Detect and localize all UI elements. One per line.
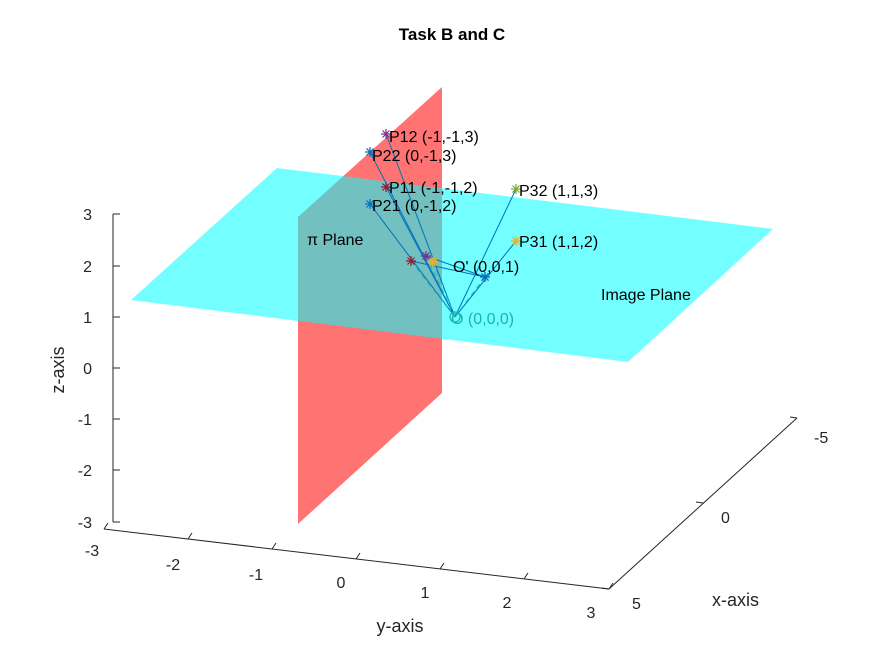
point-label-p21: P21 (0,-1,2) xyxy=(372,198,456,215)
tick-marks xyxy=(103,213,798,590)
y-tick-mark xyxy=(271,542,277,550)
z-tick-label: -2 xyxy=(78,463,92,480)
y-tick-mark xyxy=(355,552,361,560)
point-label-p22: P22 (0,-1,3) xyxy=(372,148,456,165)
x-tick-mark xyxy=(601,587,610,590)
x-tick-mark xyxy=(789,416,798,419)
point-label-p12: P12 (-1,-1,3) xyxy=(389,129,479,146)
y-tick-label: 3 xyxy=(587,605,596,622)
projection-marker xyxy=(428,257,438,267)
point-marker xyxy=(365,147,375,157)
ray-p11 xyxy=(385,186,456,318)
y-tick-label: -2 xyxy=(166,557,180,574)
dashed-ray xyxy=(432,261,456,318)
point-marker xyxy=(511,236,521,246)
chart-title: Task B and C xyxy=(399,25,505,44)
z-tick-label: 2 xyxy=(83,259,92,276)
x-axis-line xyxy=(608,417,798,590)
x-tick-label: 0 xyxy=(721,510,730,527)
point-label-p31: P31 (1,1,2) xyxy=(519,234,598,251)
z-tick-label: -3 xyxy=(78,515,92,532)
projection-dashed xyxy=(410,255,486,318)
point-markers xyxy=(365,129,521,282)
z-tick-label: 3 xyxy=(83,207,92,224)
point-label-p11: P11 (-1,-1,2) xyxy=(389,180,478,197)
image-plane-label: Image Plane xyxy=(601,287,691,304)
z-tick-label: 0 xyxy=(83,361,92,378)
projection-marker xyxy=(406,256,416,266)
y-axis-label: y-axis xyxy=(376,616,423,636)
x-tick-mark xyxy=(695,501,704,504)
y-tick-mark xyxy=(187,532,193,540)
image-center-label: O' (0,0,1) xyxy=(453,259,519,276)
y-tick-mark xyxy=(523,572,529,580)
point-label-p32: P32 (1,1,3) xyxy=(519,183,598,200)
point-marker xyxy=(381,129,391,139)
y-tick-label: 2 xyxy=(503,595,512,612)
ray-image-link xyxy=(410,260,486,278)
point-marker xyxy=(511,184,521,194)
x-tick-label: -5 xyxy=(814,430,828,447)
y-tick-mark xyxy=(103,522,109,530)
x-axis-label: x-axis xyxy=(712,590,759,610)
point-marker xyxy=(365,199,375,209)
y-tick-mark xyxy=(439,562,445,570)
y-tick-mark xyxy=(608,582,614,590)
dashed-ray xyxy=(410,260,456,318)
z-axis-label: z-axis xyxy=(48,346,68,393)
y-tick-label: 0 xyxy=(337,575,346,592)
y-tick-label: -1 xyxy=(249,567,263,584)
origin-label: O (0,0,0) xyxy=(451,311,514,328)
origin-marker xyxy=(449,311,461,323)
point-marker xyxy=(381,182,391,192)
y-tick-label: 1 xyxy=(421,585,430,602)
z-tick-label: -1 xyxy=(78,412,92,429)
dashed-ray xyxy=(425,255,456,318)
y-tick-label: -3 xyxy=(85,543,99,560)
ray-p32 xyxy=(454,188,517,318)
z-tick-label: 1 xyxy=(83,310,92,327)
pi-plane-label: π Plane xyxy=(307,232,364,249)
ray-p12 xyxy=(385,133,456,318)
projection-marker xyxy=(421,251,431,261)
projection-marker xyxy=(480,272,490,282)
x-tick-label: 5 xyxy=(632,596,641,613)
